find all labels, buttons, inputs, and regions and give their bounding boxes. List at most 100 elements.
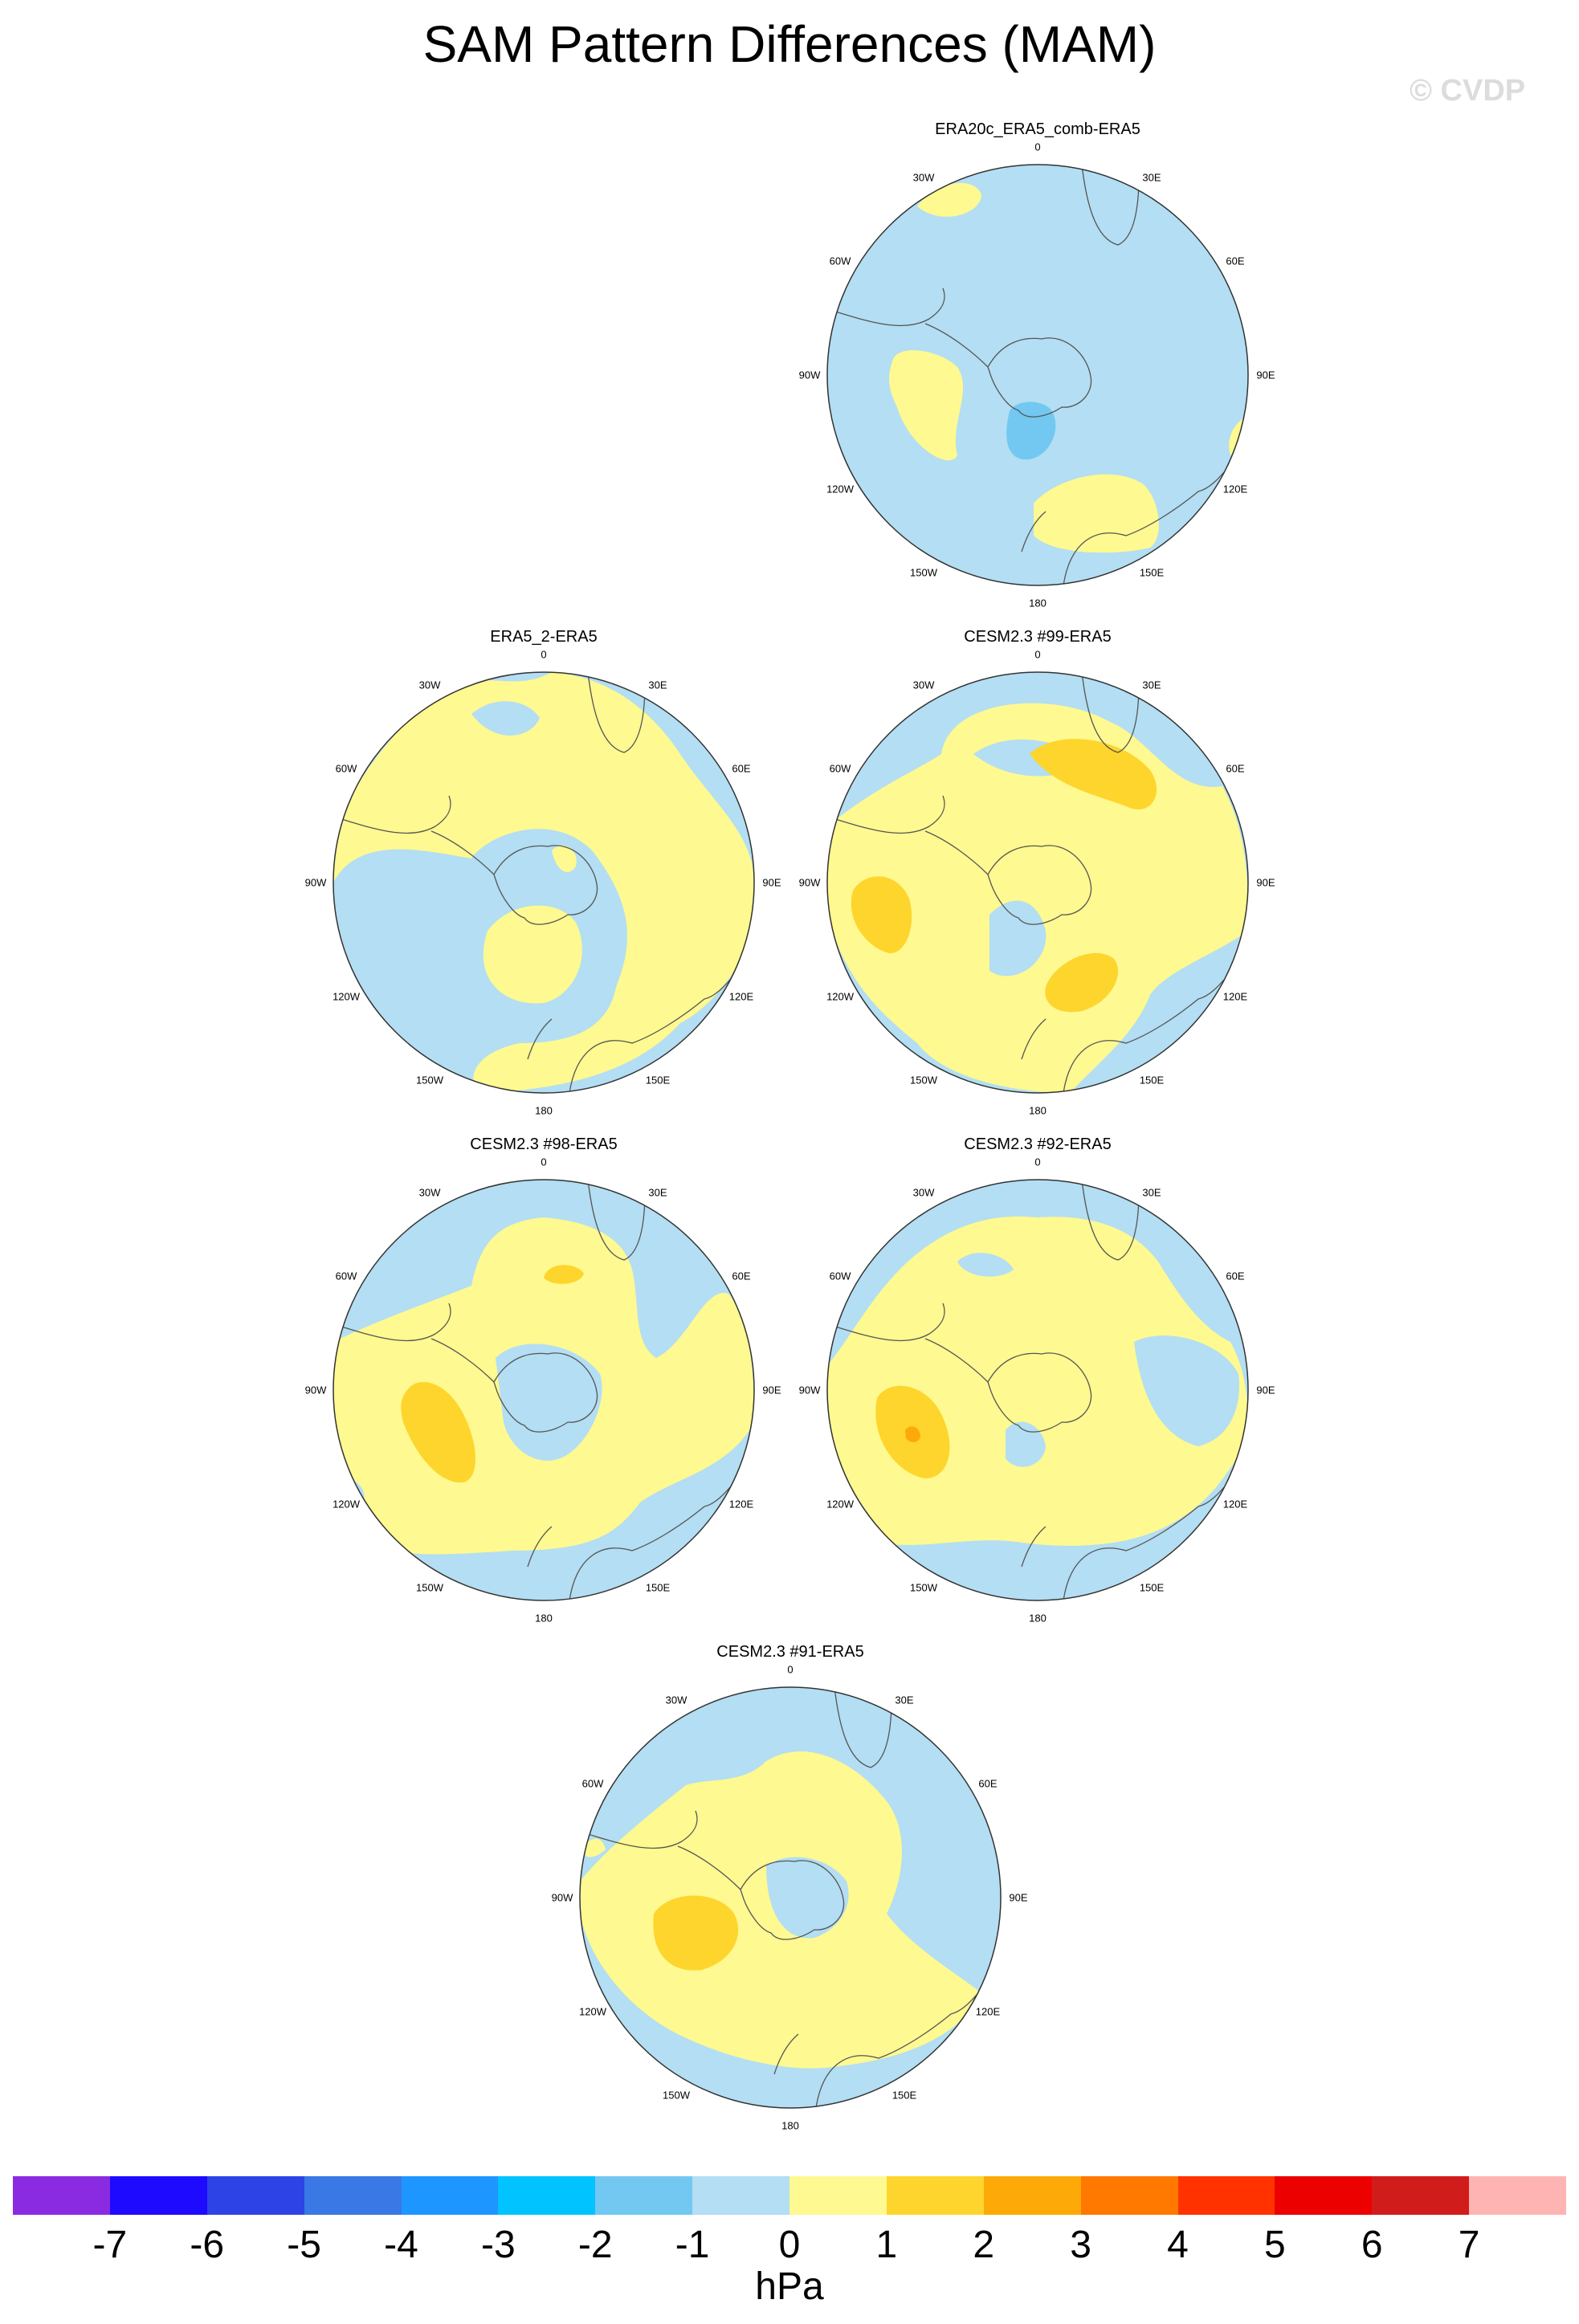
coastline-5 (1021, 1018, 1047, 1060)
colorbar-swatch-0 (13, 2176, 110, 2215)
coastline-1 (924, 1338, 989, 1383)
lon-label: 120E (728, 990, 754, 1003)
coastline-5 (1021, 511, 1047, 552)
lon-label: 60W (581, 1777, 604, 1790)
lon-label: 90E (1256, 1384, 1275, 1396)
panel-title-era5_2: ERA5_2-ERA5 (490, 628, 598, 646)
polar-map-era20c (826, 164, 1249, 586)
lon-label: 180 (1029, 1612, 1047, 1625)
coastline-5 (527, 1018, 553, 1060)
lon-label: 180 (535, 1104, 553, 1117)
map-border (826, 671, 1249, 1094)
coastline-0 (987, 337, 1092, 418)
lon-label: 120W (826, 990, 855, 1003)
colorbar-swatch-13 (1275, 2176, 1373, 2215)
colorbar-swatch-10 (983, 2176, 1081, 2215)
lon-label: 60E (1226, 762, 1245, 775)
coastline-2 (580, 1810, 698, 1849)
colorbar-swatch-1 (109, 2176, 207, 2215)
colorbar-swatch-15 (1469, 2176, 1566, 2215)
coastline-1 (924, 830, 989, 875)
coastline-4 (569, 954, 754, 1093)
map-border (826, 1179, 1249, 1601)
lon-label: 180 (535, 1612, 553, 1625)
colorbar-tick-label: 1 (875, 2224, 898, 2266)
lon-label: 150W (910, 566, 937, 579)
polar-map-cesm91 (579, 1686, 1002, 2109)
coastline-0 (987, 845, 1092, 925)
colorbar-tick-label: 4 (1167, 2224, 1189, 2266)
coastline-2 (827, 1303, 945, 1342)
anomaly-contour-4 (905, 1426, 920, 1442)
polar-map-cesm92 (826, 1179, 1249, 1601)
lon-label: 120E (1222, 483, 1248, 495)
lon-label: 30E (1142, 171, 1161, 184)
lon-label: 60W (335, 1270, 357, 1282)
lon-label: 30E (648, 1186, 667, 1199)
anomaly-contour-2 (401, 1382, 475, 1483)
lon-label: 90E (762, 1384, 781, 1396)
anomaly-contour-5 (989, 900, 1047, 976)
map-border (826, 164, 1249, 586)
lon-label: 120E (1222, 1498, 1248, 1511)
colorbar-tick-label: 0 (778, 2224, 801, 2266)
lon-label: 150W (416, 1074, 443, 1087)
colorbar-tick-label: -3 (481, 2224, 516, 2266)
panel-title-cesm91: CESM2.3 #91-ERA5 (716, 1643, 864, 1661)
colorbar-tick-label: 6 (1361, 2224, 1383, 2266)
anomaly-contour-1 (471, 701, 540, 736)
lon-label: 180 (1029, 1104, 1047, 1117)
anomaly-contour-3 (496, 1343, 602, 1461)
colorbar-tick-label: -4 (384, 2224, 418, 2266)
colorbar-swatch-3 (304, 2176, 402, 2215)
lon-label: 150E (645, 1581, 671, 1594)
anomaly-contour-2 (653, 1895, 739, 1971)
lon-label: 30E (1142, 679, 1161, 691)
lon-label: 90W (551, 1891, 573, 1904)
lon-label: 30W (418, 679, 441, 691)
map-border (579, 1686, 1002, 2109)
coastline-5 (1021, 1526, 1047, 1568)
lon-label: 0 (1034, 1156, 1041, 1168)
lon-label: 30W (665, 1694, 687, 1706)
colorbar-tick-label: -1 (675, 2224, 710, 2266)
coastline-5 (527, 1526, 553, 1568)
colorbar-swatch-9 (886, 2176, 984, 2215)
anomaly-contour-3 (766, 1857, 849, 1939)
colorbar-tick-label: -2 (577, 2224, 613, 2266)
coastline-0 (740, 1860, 845, 1940)
lon-label: 60W (829, 255, 851, 267)
lon-label: 60E (732, 762, 751, 775)
page-title: SAM Pattern Differences (MAM) (422, 15, 1157, 73)
coastline-3 (1081, 1180, 1140, 1261)
coastline-3 (587, 1180, 646, 1261)
map-border (333, 671, 755, 1094)
coastline-3 (1081, 672, 1140, 753)
lon-label: 90W (304, 876, 327, 889)
lon-label: 0 (787, 1663, 794, 1676)
lon-label: 30W (912, 1186, 935, 1199)
lon-label: 120W (579, 2005, 607, 2018)
lon-label: 120W (826, 1498, 855, 1511)
cvdp-watermark: © CVDP (1410, 74, 1526, 108)
anomaly-contour-1 (544, 1265, 584, 1284)
colorbar-swatch-12 (1177, 2176, 1275, 2215)
lon-label: 30W (912, 171, 935, 184)
coastline-0 (493, 1352, 598, 1433)
lon-label: 90W (798, 1384, 821, 1396)
lon-label: 0 (1034, 648, 1041, 661)
anomaly-contour-3 (552, 845, 577, 873)
anomaly-contour-3 (1034, 474, 1159, 553)
ocean-base (827, 165, 1248, 585)
coastline-4 (815, 1969, 1001, 2108)
anomaly-contour-2 (1134, 1335, 1239, 1446)
colorbar-tick-label: -7 (92, 2224, 128, 2266)
coastline-3 (587, 672, 646, 753)
anomaly-contour-5 (1006, 1421, 1046, 1467)
lon-label: 60E (1226, 1270, 1245, 1282)
lon-label: 180 (1029, 597, 1047, 610)
lon-label: 90E (1256, 369, 1275, 381)
anomaly-contour-2 (483, 905, 582, 1004)
coastline-4 (1063, 1462, 1248, 1600)
polar-map-cesm98 (333, 1179, 755, 1601)
